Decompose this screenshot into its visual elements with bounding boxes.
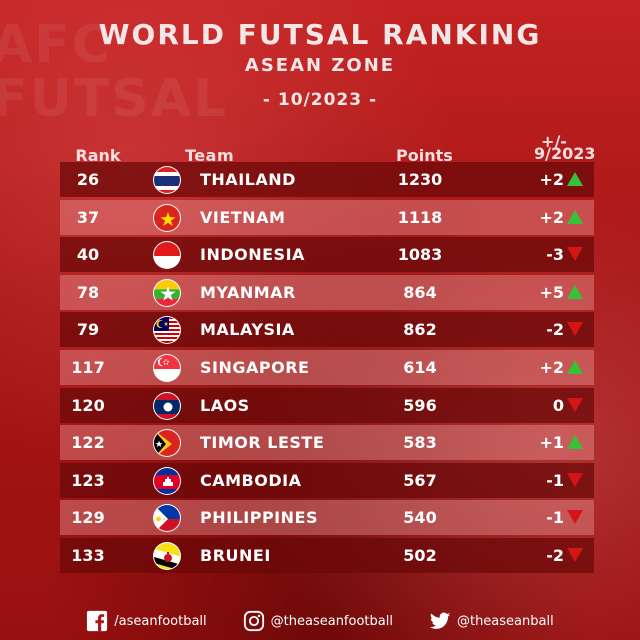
team-name: LAOS — [200, 395, 250, 415]
rank-change: -3 — [546, 245, 564, 265]
points-cell: 1230 — [397, 170, 443, 189]
rank-cell: 117 — [71, 357, 105, 377]
footer: /aseanfootball @theaseanfootball @thease… — [0, 602, 640, 640]
rank-change: -2 — [546, 545, 564, 565]
column-header-team: Team — [185, 146, 235, 165]
ranking-table: 26 THAILAND 1230 +2 37 VIETNAM 1118 +2 40 INDONES… — [60, 162, 594, 576]
team-name: VIETNAM — [200, 207, 286, 227]
twitter-handle: @theaseanball — [456, 613, 554, 629]
table-row: 133 BRUNEI 502 -2 — [60, 537, 594, 573]
instagram-link[interactable]: @theaseanfootball — [243, 610, 393, 632]
twitter-link[interactable]: @theaseanball — [429, 610, 554, 632]
points-cell: 583 — [403, 433, 437, 453]
rank-cell: 26 — [76, 170, 100, 189]
arrow-up-icon — [566, 171, 584, 187]
rank-cell: 123 — [71, 470, 105, 490]
arrow-down-icon — [566, 547, 584, 563]
team-name: PHILIPPINES — [200, 508, 318, 528]
rank-cell: 120 — [71, 395, 105, 415]
arrow-up-icon — [566, 284, 584, 300]
points-cell: 502 — [403, 545, 437, 565]
header: WORLD FUTSAL RANKING ASEAN ZONE - 10/202… — [0, 18, 640, 110]
indonesia-flag-icon — [153, 241, 181, 270]
column-header-rank: Rank — [75, 146, 121, 165]
rank-change: +2 — [539, 170, 564, 189]
team-name: CAMBODIA — [200, 470, 302, 490]
table-row: 120 LAOS 596 0 — [60, 387, 594, 423]
column-header-points: Points — [396, 146, 453, 165]
page-subtitle: ASEAN ZONE — [244, 55, 396, 76]
table-row: 40 INDONESIA 1083 -3 — [60, 237, 594, 273]
vietnam-flag-icon — [153, 203, 181, 232]
rank-change: +2 — [539, 207, 564, 227]
table-row: 26 THAILAND 1230 +2 — [60, 162, 594, 197]
philippines-flag-icon — [153, 504, 181, 533]
arrow-up-icon — [566, 359, 584, 375]
singapore-flag-icon — [153, 353, 181, 382]
arrow-down-icon — [566, 397, 584, 413]
rank-cell: 133 — [71, 545, 105, 565]
timor-leste-flag-icon — [153, 429, 181, 458]
rank-change: -1 — [546, 470, 564, 490]
team-name: MALAYSIA — [200, 320, 295, 340]
cambodia-flag-icon — [153, 466, 181, 495]
points-cell: 596 — [403, 395, 437, 415]
myanmar-flag-icon — [153, 278, 181, 307]
table-row: 117 SINGAPORE 614 +2 — [60, 349, 594, 385]
arrow-down-icon — [566, 472, 584, 488]
points-cell: 567 — [403, 470, 437, 490]
table-row: 123 CAMBODIA 567 -1 — [60, 462, 594, 498]
rank-cell: 122 — [71, 433, 105, 453]
rank-change: +1 — [539, 433, 564, 453]
rank-change: 0 — [552, 395, 564, 415]
instagram-icon — [243, 610, 264, 632]
team-name: BRUNEI — [200, 545, 271, 565]
column-header-change: +/- 9/2023 — [534, 132, 596, 163]
points-cell: 614 — [403, 357, 437, 377]
rank-cell: 78 — [76, 282, 100, 302]
column-header-change-line2: 9/2023 — [534, 144, 596, 163]
rank-cell: 40 — [76, 245, 100, 265]
table-row: 79 MALAYSIA 862 -2 — [60, 312, 594, 348]
team-name: SINGAPORE — [200, 357, 310, 377]
team-name: TIMOR LESTE — [200, 433, 325, 453]
rank-cell: 37 — [76, 207, 100, 227]
arrow-down-icon — [566, 246, 584, 262]
table-row: 78 MYANMAR 864 +5 — [60, 274, 594, 310]
arrow-up-icon — [566, 209, 584, 225]
rank-cell: 79 — [76, 320, 100, 340]
rank-change: +2 — [539, 357, 564, 377]
facebook-link[interactable]: /aseanfootball — [86, 610, 207, 632]
points-cell: 540 — [403, 508, 437, 528]
table-row: 129 PHILIPPINES 540 -1 — [60, 500, 594, 536]
page-title: WORLD FUTSAL RANKING — [98, 18, 542, 51]
arrow-down-icon — [566, 509, 584, 525]
points-cell: 1118 — [397, 207, 443, 227]
team-name: MYANMAR — [200, 282, 296, 302]
twitter-icon — [429, 612, 451, 629]
thailand-flag-icon — [153, 166, 181, 194]
malaysia-flag-icon — [153, 316, 181, 345]
laos-flag-icon — [153, 391, 181, 420]
arrow-up-icon — [566, 434, 584, 450]
ranking-period: - 10/2023 - — [262, 90, 378, 110]
team-name: INDONESIA — [200, 245, 305, 265]
facebook-icon — [87, 610, 108, 632]
table-row: 122 TIMOR LESTE 583 +1 — [60, 425, 594, 461]
background-watermark: AFC FUTSAL — [0, 15, 229, 129]
points-cell: 1083 — [397, 245, 443, 265]
column-header-change-line1: +/- — [541, 132, 567, 151]
points-cell: 862 — [403, 320, 437, 340]
rank-change: -2 — [546, 320, 564, 340]
team-name: THAILAND — [200, 170, 296, 189]
table-row: 37 VIETNAM 1118 +2 — [60, 199, 594, 235]
facebook-handle: /aseanfootball — [114, 613, 207, 629]
rank-change: +5 — [539, 282, 564, 302]
arrow-down-icon — [566, 321, 584, 337]
points-cell: 864 — [403, 282, 437, 302]
instagram-handle: @theaseanfootball — [270, 613, 393, 629]
rank-cell: 129 — [71, 508, 105, 528]
brunei-flag-icon — [153, 541, 181, 570]
rank-change: -1 — [546, 508, 564, 528]
